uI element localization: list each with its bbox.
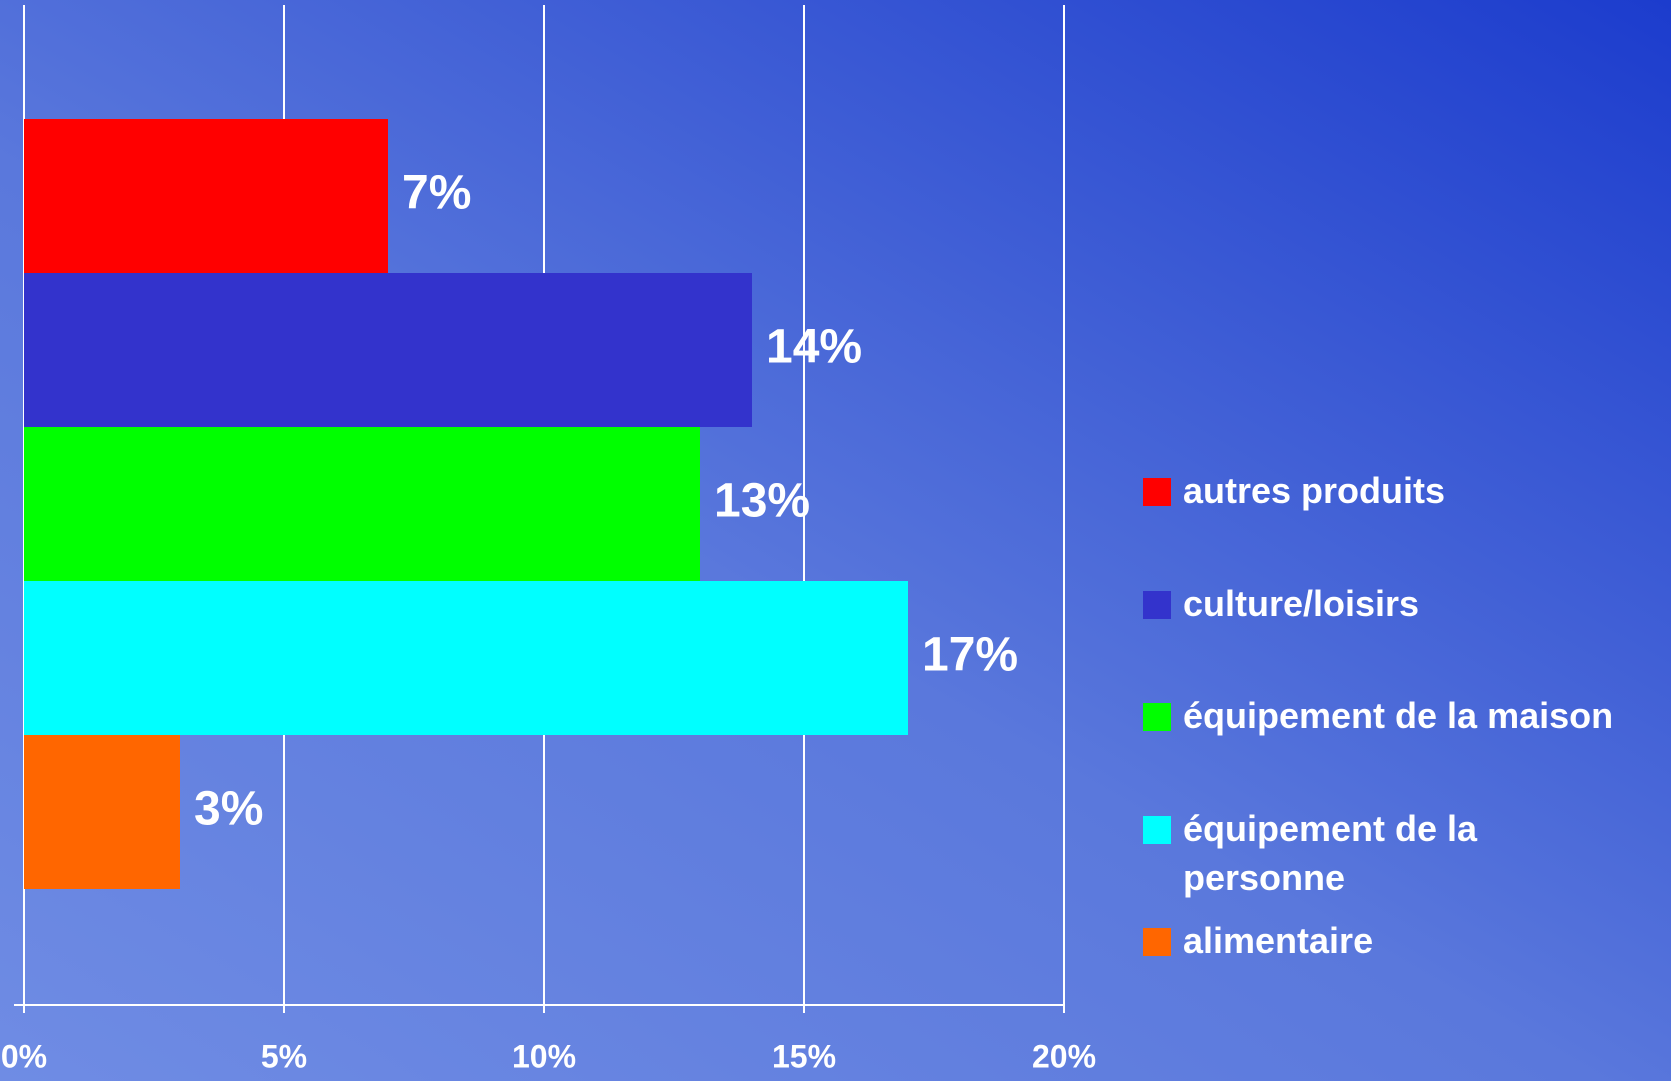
legend-label: alimentaire [1183, 920, 1374, 961]
x-tick-label: 5% [261, 1038, 307, 1074]
data-label: 14% [766, 321, 862, 374]
legend-label: équipement de la personne [1183, 807, 1478, 898]
x-tick-label: 20% [1032, 1038, 1096, 1074]
legend-label: équipement de la maison [1183, 695, 1614, 736]
legend-item: équipement de la maison [1143, 691, 1671, 740]
legend-label: culture/loisirs [1183, 582, 1420, 624]
data-label: 3% [194, 783, 263, 836]
data-label: 7% [402, 167, 471, 220]
legend-label: autres produits [1183, 470, 1446, 511]
legend-item: culture/loisirs [1143, 579, 1671, 628]
bar [24, 273, 752, 427]
x-tick-label: 10% [512, 1038, 576, 1074]
bar [24, 735, 180, 889]
bar [24, 119, 388, 273]
legend-item: équipement de la personne [1143, 804, 1543, 902]
bar [24, 427, 700, 581]
legend-item: autres produits [1143, 466, 1671, 515]
legend-swatch [1143, 590, 1171, 619]
legend-swatch [1143, 478, 1171, 506]
bar [24, 581, 908, 735]
legend-item: alimentaire [1143, 916, 1671, 965]
data-label: 13% [714, 475, 810, 528]
legend-swatch [1143, 815, 1171, 844]
data-label: 17% [922, 629, 1018, 682]
x-tick-label: 15% [772, 1038, 836, 1074]
x-tick-label: 0% [1, 1038, 47, 1074]
legend-swatch [1143, 703, 1171, 731]
legend-swatch [1143, 928, 1171, 956]
